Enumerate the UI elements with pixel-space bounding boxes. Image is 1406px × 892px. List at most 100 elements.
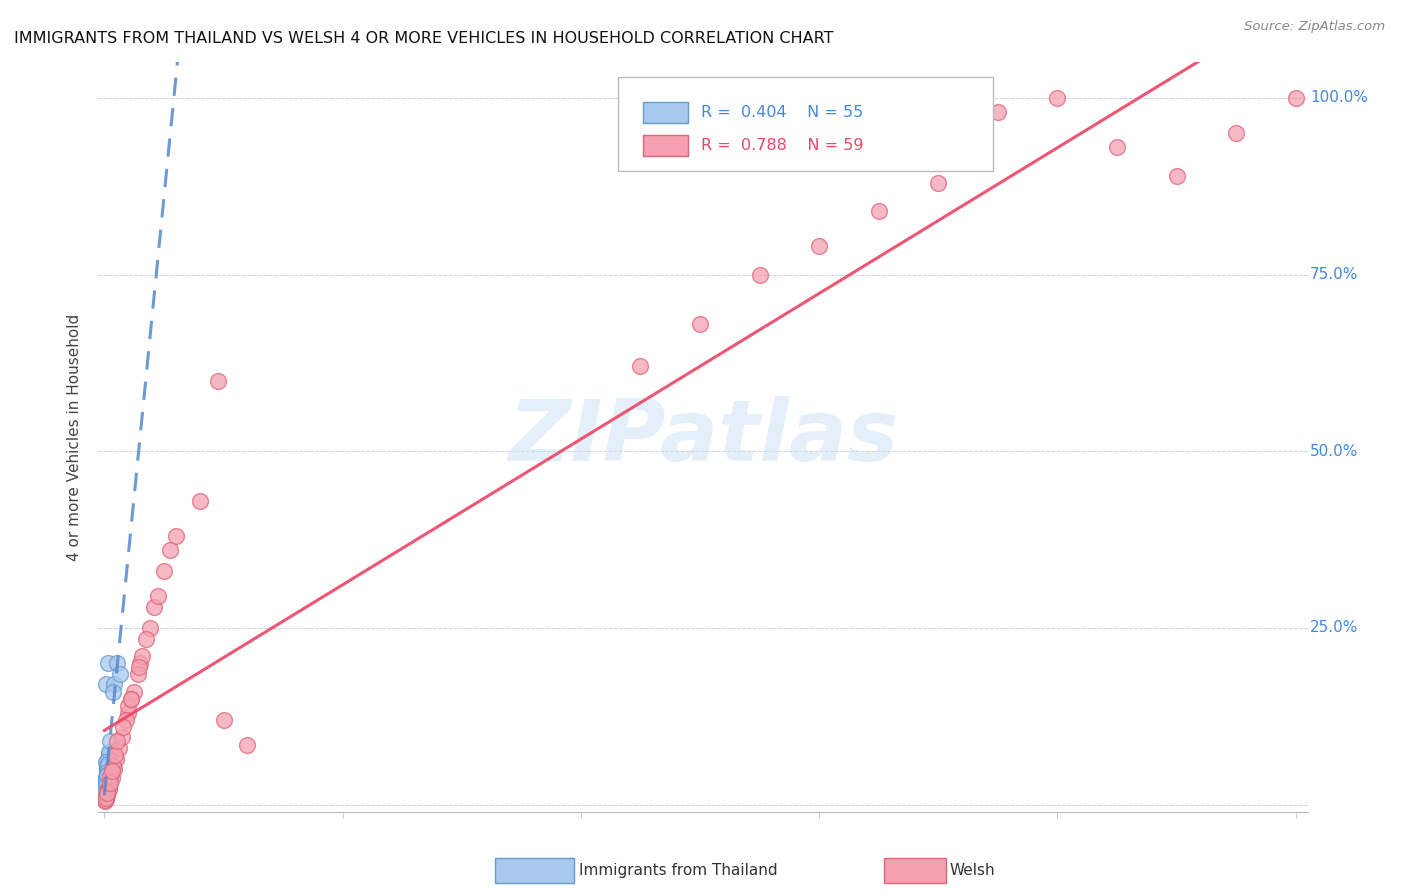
Point xyxy=(94,776,117,790)
Point xyxy=(96,771,118,785)
Point xyxy=(94,787,117,801)
Point xyxy=(207,374,229,388)
Point xyxy=(1285,91,1308,105)
Point xyxy=(117,698,139,713)
Text: 100.0%: 100.0% xyxy=(1310,90,1368,105)
Point xyxy=(94,785,117,799)
Point xyxy=(689,317,711,331)
Point xyxy=(96,772,118,787)
Point xyxy=(103,762,125,776)
Point xyxy=(98,776,121,790)
Point xyxy=(94,778,117,792)
Text: Welsh: Welsh xyxy=(949,863,994,878)
Point xyxy=(236,738,259,752)
Point xyxy=(120,691,142,706)
Point xyxy=(94,785,117,799)
Point xyxy=(97,756,120,771)
Point xyxy=(96,788,118,802)
Point xyxy=(135,632,157,646)
Point xyxy=(97,782,120,797)
Point xyxy=(94,791,117,805)
Point xyxy=(94,780,117,794)
Point xyxy=(107,734,129,748)
Text: ZIPatlas: ZIPatlas xyxy=(508,395,898,479)
Point xyxy=(105,752,128,766)
Point xyxy=(94,793,117,807)
Y-axis label: 4 or more Vehicles in Household: 4 or more Vehicles in Household xyxy=(67,313,83,561)
Point xyxy=(1046,91,1069,105)
Point xyxy=(96,772,118,787)
Text: Source: ZipAtlas.com: Source: ZipAtlas.com xyxy=(1244,20,1385,33)
Point xyxy=(94,790,117,805)
Point xyxy=(97,748,120,763)
Point xyxy=(103,677,125,691)
Point xyxy=(98,734,121,748)
Point xyxy=(1166,169,1188,183)
Point xyxy=(146,589,169,603)
Point xyxy=(101,684,124,698)
Point xyxy=(94,782,117,797)
Point xyxy=(122,684,145,698)
Point xyxy=(97,752,120,766)
Point xyxy=(117,706,139,720)
Point xyxy=(94,785,117,799)
Point xyxy=(98,769,121,783)
Point xyxy=(153,565,176,579)
Point xyxy=(96,769,118,783)
Point xyxy=(96,768,118,782)
Point xyxy=(97,758,120,772)
Point xyxy=(96,787,118,801)
FancyBboxPatch shape xyxy=(619,78,993,171)
Point xyxy=(927,176,949,190)
Text: 50.0%: 50.0% xyxy=(1310,443,1358,458)
Point xyxy=(97,745,120,759)
Text: 75.0%: 75.0% xyxy=(1310,267,1358,282)
Point xyxy=(120,691,142,706)
Point xyxy=(107,741,129,756)
Point xyxy=(96,769,118,783)
Point xyxy=(96,758,118,772)
Point xyxy=(97,756,120,770)
Point xyxy=(188,493,211,508)
Point xyxy=(97,783,120,797)
Point xyxy=(101,758,124,772)
Point xyxy=(96,764,118,778)
Text: R =  0.404    N = 55: R = 0.404 N = 55 xyxy=(700,105,863,120)
Point xyxy=(96,756,118,770)
Point xyxy=(112,720,135,734)
Point xyxy=(128,660,150,674)
Point xyxy=(94,783,117,797)
Point xyxy=(212,713,235,727)
Point xyxy=(96,762,118,776)
Point xyxy=(96,765,118,780)
Text: Immigrants from Thailand: Immigrants from Thailand xyxy=(579,863,778,878)
Point xyxy=(104,748,127,763)
FancyBboxPatch shape xyxy=(643,135,689,156)
Point xyxy=(96,785,118,799)
Point xyxy=(138,621,160,635)
Point xyxy=(96,768,118,782)
Point xyxy=(94,783,117,797)
Point xyxy=(94,778,117,792)
Point xyxy=(94,794,117,808)
Point xyxy=(94,785,117,799)
Point xyxy=(94,776,117,790)
Point xyxy=(107,657,129,671)
Point xyxy=(96,761,118,775)
Point xyxy=(127,666,149,681)
Point xyxy=(98,780,121,794)
Point xyxy=(94,789,117,804)
Point xyxy=(129,657,152,671)
Point xyxy=(987,104,1010,119)
Point xyxy=(1225,126,1247,140)
Text: 25.0%: 25.0% xyxy=(1310,621,1358,635)
Point xyxy=(131,649,153,664)
Point xyxy=(97,657,120,671)
Point xyxy=(94,778,117,792)
Point xyxy=(100,771,122,785)
Point xyxy=(94,782,117,797)
Point xyxy=(96,768,118,782)
Point xyxy=(94,775,117,789)
Point xyxy=(94,792,117,806)
Point xyxy=(96,765,118,780)
